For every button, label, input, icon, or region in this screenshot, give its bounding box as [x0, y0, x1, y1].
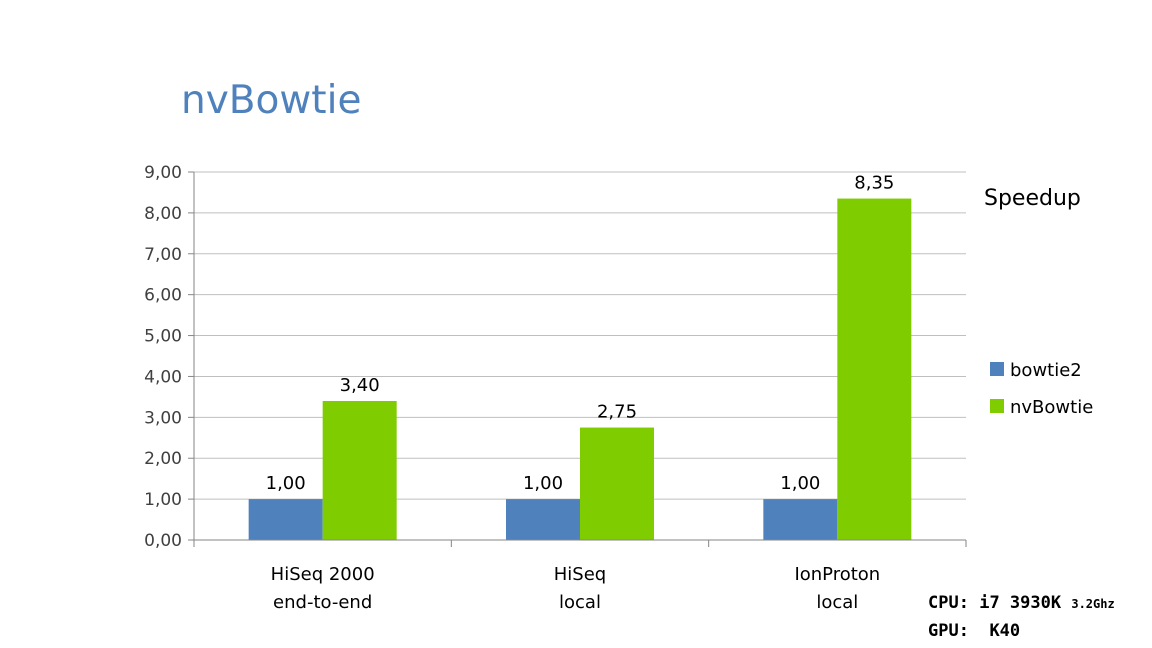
legend-label: bowtie2 [1010, 360, 1082, 381]
slide-title: nvBowtie [181, 78, 362, 123]
y-tick-label: 5,00 [144, 327, 182, 347]
data-label: 1,00 [780, 473, 820, 494]
category-label: IonProton [794, 564, 880, 585]
bar-bowtie2 [506, 499, 580, 540]
y-tick-label: 6,00 [144, 286, 182, 306]
legend-swatch [990, 399, 1004, 413]
bar-bowtie2 [763, 499, 838, 540]
bar-nvBowtie [837, 198, 912, 541]
bar-nvBowtie [322, 400, 397, 540]
cpu-value: i7 3930K [979, 593, 1062, 613]
category-label: local [559, 592, 601, 613]
gpu-value: K40 [989, 621, 1021, 641]
hardware-info: CPU: i7 3930K 3.2Ghz GPU: K40 [928, 590, 1115, 645]
chart-title: Speedup [984, 186, 1081, 211]
bar-bowtie2 [248, 499, 323, 540]
cpu-label: CPU: [928, 593, 969, 613]
bar-nvBowtie [580, 427, 654, 540]
data-label: 3,40 [340, 375, 380, 396]
y-tick-label: 8,00 [144, 204, 182, 224]
data-label: 1,00 [523, 473, 563, 494]
y-tick-label: 2,00 [144, 449, 182, 469]
category-label: HiSeq 2000 [271, 564, 375, 585]
category-label: end-to-end [273, 592, 372, 613]
cpu-row: CPU: i7 3930K 3.2Ghz [928, 590, 1115, 618]
y-tick-label: 4,00 [144, 367, 182, 387]
y-tick-label: 1,00 [144, 490, 182, 510]
y-tick-label: 7,00 [144, 245, 182, 265]
legend-label: nvBowtie [1010, 397, 1093, 418]
y-tick-label: 3,00 [144, 408, 182, 428]
data-label: 2,75 [597, 402, 637, 423]
cpu-frequency: 3.2Ghz [1071, 597, 1115, 611]
y-tick-label: 0,00 [144, 531, 182, 551]
category-label: HiSeq [554, 564, 606, 585]
data-label: 1,00 [266, 473, 306, 494]
category-label: local [816, 592, 858, 613]
gpu-row: GPU: K40 [928, 618, 1115, 645]
y-tick-label: 9,00 [144, 163, 182, 183]
gpu-label: GPU: [928, 621, 969, 641]
legend-swatch [990, 362, 1004, 376]
data-label: 8,35 [854, 173, 894, 194]
